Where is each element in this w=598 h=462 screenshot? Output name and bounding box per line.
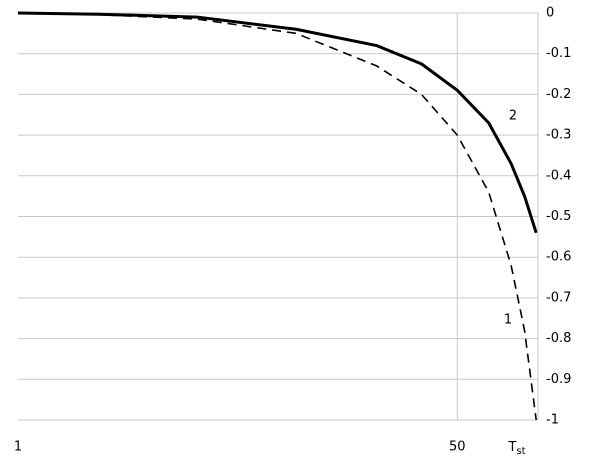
y-tick-label: -1	[546, 413, 559, 428]
y-tick-label: -0.2	[546, 87, 571, 102]
y-tick-label: -0.4	[546, 168, 571, 183]
y-tick-label: -0.5	[546, 209, 571, 224]
series-label: 2	[509, 109, 517, 124]
series-line	[17, 11, 538, 234]
x-axis-label-main: T	[507, 440, 516, 455]
y-tick-label: -0.3	[546, 128, 571, 143]
y-tick-label: -0.7	[546, 290, 571, 305]
series-line	[17, 12, 538, 421]
y-tick-label: -0.1	[546, 46, 571, 61]
y-tick-label: -0.9	[546, 372, 571, 387]
y-tick-label: -0.6	[546, 250, 571, 265]
x-tick-label: 1	[14, 440, 22, 455]
x-tick-label: 50	[449, 440, 466, 455]
y-tick-label: -0.8	[546, 331, 571, 346]
x-axis-label-sub: st	[516, 446, 525, 457]
y-tick-label: 0	[546, 6, 554, 21]
x-axis-label: Tst	[507, 440, 525, 458]
series-label: 1	[504, 313, 512, 328]
